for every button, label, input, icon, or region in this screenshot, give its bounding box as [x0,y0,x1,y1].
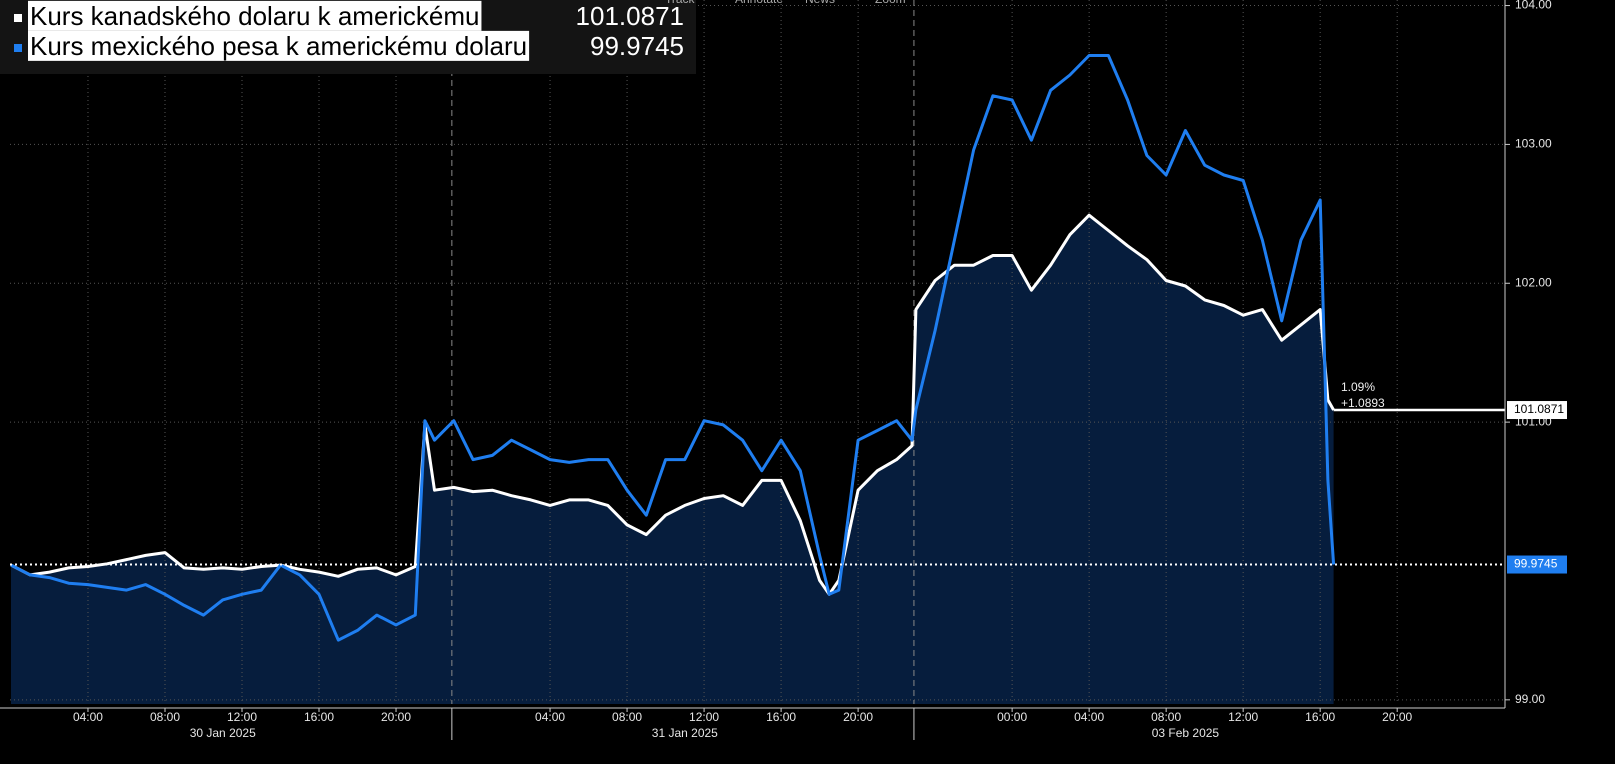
price-tag [1507,555,1567,574]
x-tick-label: 20:00 [381,710,411,724]
y-tick-label: 102.00 [1515,275,1552,289]
date-label: 31 Jan 2025 [652,726,718,740]
legend-swatch [14,14,22,22]
date-label: 30 Jan 2025 [190,726,256,740]
x-tick-label: 08:00 [1151,710,1181,724]
price-tag-label: 99.9745 [1514,557,1558,571]
x-tick-label: 16:00 [1305,710,1335,724]
x-tick-label: 04:00 [73,710,103,724]
toolbar-button[interactable]: Track [665,0,696,6]
x-tick-label: 04:00 [1074,710,1104,724]
toolbar-button[interactable]: Annotate [735,0,783,6]
legend-label-bg [28,0,482,31]
legend-swatch [14,44,22,52]
annotation: 1.09% [1341,380,1375,394]
legend: Kurs kanadského dolaru k americkému 101.0… [0,0,696,74]
legend-value: 101.0871 [576,1,684,31]
price-tag-label: 101.0871 [1514,402,1564,416]
legend-value: 99.9745 [590,31,684,61]
toolbar-button[interactable]: News [805,0,835,6]
y-tick-label: 104.00 [1515,0,1552,12]
series-line [10,54,1336,642]
x-tick-label: 08:00 [612,710,642,724]
x-tick-label: 12:00 [1228,710,1258,724]
area [11,215,1334,704]
x-tick-label: 12:00 [689,710,719,724]
price-tag [1507,401,1567,420]
x-tick-label: 16:00 [766,710,796,724]
legend-label: Kurs kanadského dolaru k americkému [30,1,479,31]
series-line [10,213,1335,596]
x-tick-label: 04:00 [535,710,565,724]
x-tick-label: 00:00 [997,710,1027,724]
legend-label: Kurs mexického pesa k americkému dolaru [30,31,527,61]
plot-area [10,0,1505,704]
y-tick-label: 103.00 [1515,137,1552,151]
x-tick-label: 20:00 [843,710,873,724]
y-tick-label: 99.00 [1515,692,1545,706]
date-label: 03 Feb 2025 [1152,726,1220,740]
x-tick-label: 08:00 [150,710,180,724]
toolbar-button[interactable]: Zoom [875,0,906,6]
legend-label-bg [28,30,530,61]
x-tick-label: 16:00 [304,710,334,724]
x-tick-label: 12:00 [227,710,257,724]
annotation: +1.0893 [1341,396,1385,410]
x-tick-label: 20:00 [1382,710,1412,724]
